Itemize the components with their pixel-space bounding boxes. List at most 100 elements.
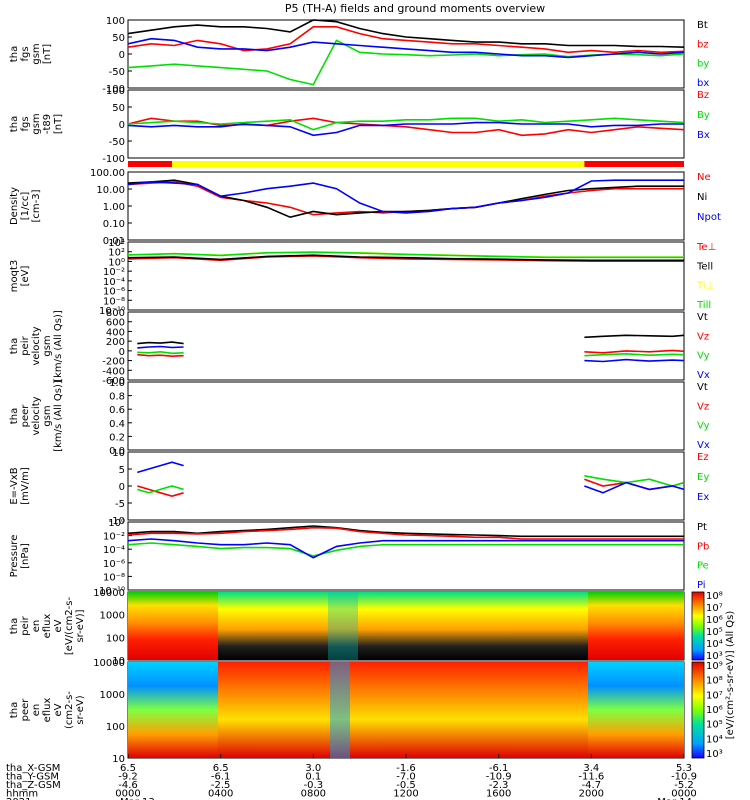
x-row-value: 6.5	[213, 763, 229, 774]
x-row-value: -6.1	[489, 763, 509, 774]
y-tick-label: 10⁴	[108, 238, 125, 249]
colorbar-tick-label: 10⁶	[706, 705, 723, 716]
series-Vz	[137, 353, 184, 358]
y-tick-label: 10⁻⁴	[103, 277, 125, 288]
colorbar-tick-label: 10³	[706, 749, 723, 760]
legend-entry: bz	[697, 39, 709, 50]
y-tick-label: -10	[109, 516, 125, 527]
y-tick-label: 1000	[100, 690, 125, 701]
y-tick-label: 10⁻⁸	[103, 296, 125, 307]
series-Pb	[127, 526, 684, 540]
y-axis-label: Pressure[nPa]	[9, 535, 31, 578]
y-axis-label: Density[1/cc][cm-3]	[9, 187, 42, 225]
legend-entry: Pe	[697, 561, 709, 572]
colorbar-2	[691, 661, 705, 759]
y-tick-label: 0	[119, 347, 125, 358]
mode-segment	[128, 161, 173, 167]
series-Pe	[127, 542, 684, 557]
y-tick-label: 0.8	[109, 392, 125, 403]
y-tick-label: 10⁻⁴	[103, 545, 125, 556]
panel-frame	[127, 381, 685, 451]
legend-entry: Vy	[697, 421, 710, 432]
y-tick-label: 0.4	[109, 419, 125, 430]
y-tick-label: 100	[106, 722, 125, 733]
x-row-value: -7.0	[396, 772, 416, 783]
x-row-value: 2000	[579, 789, 604, 800]
colorbar-tick-label: 10⁴	[706, 734, 723, 745]
y-tick-label: 0	[119, 482, 125, 493]
y-tick-label: 10⁻¹⁰	[99, 586, 125, 597]
colorbar-tick-label: 10⁶	[706, 615, 723, 626]
y-tick-label: 10⁻⁶	[103, 287, 125, 298]
y-tick-label: 5	[119, 465, 125, 476]
colorbar-tick-label: 10⁴	[706, 639, 723, 650]
y-tick-label: 800	[106, 308, 125, 319]
y-tick-label: 0.01	[103, 236, 125, 247]
legend-entry: Ti⊥	[696, 281, 714, 292]
series-Vx	[584, 358, 685, 363]
panel-frame	[127, 311, 685, 381]
panels-layer: 100500-50-100thafgsgsm[nT]Btbzbybx100500…	[9, 16, 721, 765]
x-row-value: Mar 13	[120, 797, 155, 800]
series-Vz	[584, 349, 685, 354]
series-Ex	[584, 481, 685, 494]
y-tick-label: -400	[102, 366, 125, 377]
panel-7: 10 5 0 -5 -10 E=-VxB[mV/m] Ez Ey Ex	[9, 448, 709, 527]
heatmap-1-active	[218, 592, 588, 660]
legend-entry: Vz	[697, 401, 709, 412]
y-axis-label: thapeervelocitygsm[km/s (All Qs)]	[9, 380, 64, 452]
legend-entry: Vy	[697, 351, 710, 362]
y-tick-label: -5	[115, 499, 125, 510]
legend-entry: Bt	[697, 20, 708, 31]
heatmap-2-active	[218, 662, 588, 758]
colorbar-label: [eV/(cm²-s-sr-eV)] (All Qs)	[725, 611, 736, 740]
x-row-value: 0000	[115, 789, 140, 800]
panel-8: 10⁰ 10⁻² 10⁻⁴ 10⁻⁶ 10⁻⁸ 10⁻¹⁰ Pressure[nPa] Pt P…	[9, 518, 709, 597]
y-tick-label: 10⁻⁶	[103, 559, 125, 570]
legend-entry: Vx	[697, 370, 710, 381]
series-Vt	[584, 334, 685, 339]
heatmap-electron-spectrogram	[128, 662, 684, 758]
series-Bx	[127, 121, 684, 137]
legend-entry: Till	[696, 300, 711, 311]
x-row-value: -9.2	[118, 772, 138, 783]
y-axis-label: thafgsgsm[nT]	[9, 43, 53, 64]
panel-3: 100.00 10.00 1.00 0.10 0.01 Density[1/cc][cm-…	[9, 168, 721, 247]
x-row-value: -0.5	[396, 780, 416, 791]
x-row-value: 1200	[393, 789, 418, 800]
y-axis-label: thafgsgsm-t89[nT]	[9, 113, 64, 134]
legend-entry: Vx	[697, 440, 710, 451]
x-row-value: 3.4	[583, 763, 599, 774]
series-Ey	[584, 475, 685, 487]
legend-entry: Pt	[697, 522, 707, 533]
legend-entry: Ne	[697, 172, 711, 183]
legend-entry: Ni	[697, 192, 707, 203]
y-tick-label: 10000	[93, 588, 125, 599]
series-Ez	[137, 485, 184, 498]
series-Ey	[137, 485, 184, 494]
x-row-label: tha_Z-GSM	[6, 780, 61, 791]
y-tick-label: 50	[112, 103, 125, 114]
y-tick-label: 10	[112, 754, 125, 765]
y-tick-label: 400	[106, 327, 125, 338]
y-tick-label: 10	[112, 448, 125, 459]
legend-entry: Ez	[697, 452, 709, 463]
mode-segment	[172, 161, 585, 167]
legend-entry: Vt	[697, 382, 708, 393]
mode-segment	[584, 161, 684, 167]
series-Pi	[127, 538, 684, 559]
x-row-value: -5.2	[674, 780, 694, 791]
y-tick-label: 10⁰	[108, 518, 125, 529]
legend-entry: Pi	[697, 580, 706, 591]
x-row-value: -10.9	[486, 772, 512, 783]
series-Bt	[127, 19, 685, 48]
y-tick-label: 100	[106, 633, 125, 644]
y-tick-label: 10²	[108, 248, 125, 259]
colorbar-tick-label: 10⁵	[706, 720, 723, 731]
legend-entry: Vt	[697, 312, 708, 323]
y-tick-label: 1000	[100, 611, 125, 622]
series-Ne	[127, 181, 684, 216]
legend-entry: Ey	[697, 472, 709, 483]
series-Ex	[137, 461, 184, 474]
colorbar-tick-label: 10⁹	[706, 661, 723, 672]
